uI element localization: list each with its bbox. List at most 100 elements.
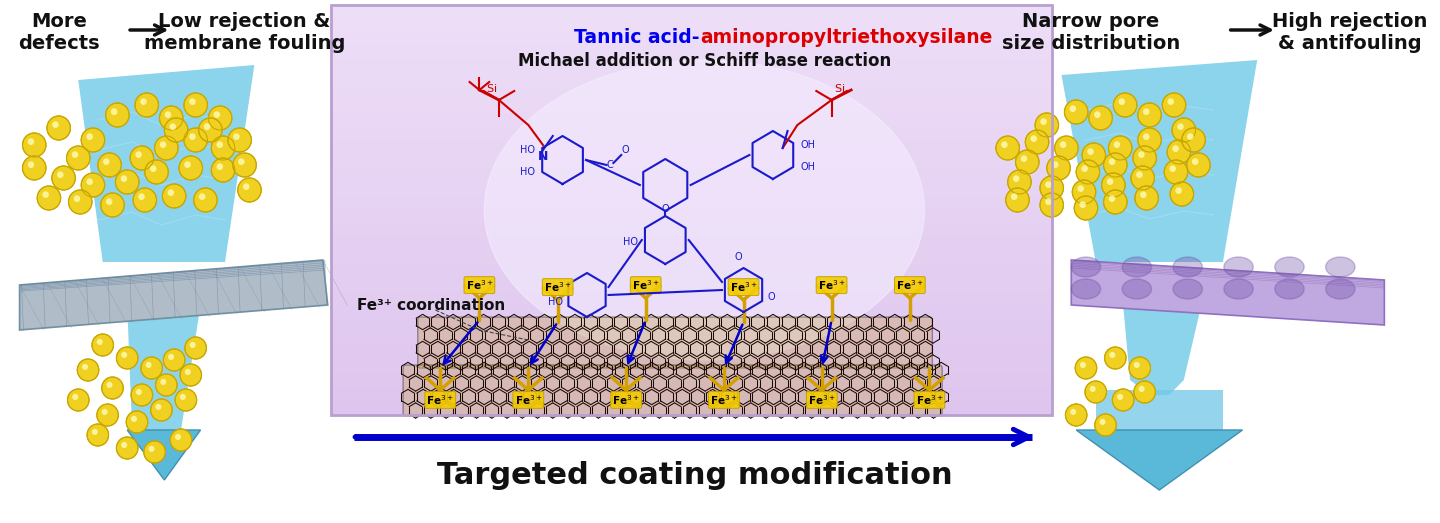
Circle shape — [137, 153, 147, 163]
Circle shape — [1109, 195, 1122, 209]
Circle shape — [170, 116, 173, 120]
Circle shape — [233, 133, 239, 140]
Circle shape — [1172, 103, 1175, 107]
Circle shape — [71, 150, 86, 166]
Circle shape — [130, 146, 154, 170]
Circle shape — [1178, 150, 1181, 154]
Circle shape — [200, 195, 210, 205]
Bar — [331, 265, 1051, 278]
Circle shape — [1017, 178, 1022, 186]
Circle shape — [60, 175, 66, 181]
Circle shape — [1064, 100, 1087, 124]
Circle shape — [170, 429, 192, 451]
Circle shape — [1112, 183, 1115, 187]
Text: Fe$^{3+}$: Fe$^{3+}$ — [514, 393, 541, 407]
Circle shape — [92, 334, 114, 356]
Circle shape — [180, 438, 183, 441]
Circle shape — [98, 153, 121, 177]
Polygon shape — [78, 65, 255, 262]
Circle shape — [92, 429, 104, 441]
Circle shape — [1138, 103, 1161, 127]
Bar — [331, 183, 1051, 196]
Circle shape — [1112, 199, 1119, 206]
Circle shape — [1007, 146, 1009, 150]
Bar — [331, 169, 1051, 183]
Text: Fe$^{3+}$: Fe$^{3+}$ — [632, 278, 660, 292]
Circle shape — [1139, 105, 1159, 126]
Circle shape — [1139, 153, 1149, 163]
Circle shape — [194, 188, 217, 212]
Circle shape — [1017, 152, 1037, 172]
Circle shape — [1102, 420, 1110, 430]
Circle shape — [1145, 110, 1155, 120]
Circle shape — [154, 402, 168, 418]
Circle shape — [220, 144, 226, 152]
Circle shape — [1135, 186, 1158, 210]
Ellipse shape — [1274, 279, 1305, 299]
Circle shape — [75, 397, 81, 403]
Circle shape — [233, 153, 256, 177]
Circle shape — [104, 197, 121, 213]
Circle shape — [130, 146, 154, 170]
Circle shape — [186, 95, 206, 115]
Circle shape — [1112, 389, 1133, 411]
Circle shape — [1012, 195, 1022, 205]
Circle shape — [27, 138, 40, 152]
Circle shape — [27, 138, 35, 145]
Circle shape — [1116, 392, 1130, 408]
Circle shape — [62, 176, 65, 180]
Circle shape — [1130, 166, 1155, 190]
Circle shape — [66, 146, 91, 170]
Circle shape — [1008, 170, 1031, 194]
Circle shape — [228, 128, 252, 152]
Circle shape — [1119, 98, 1125, 105]
Circle shape — [138, 96, 156, 113]
Circle shape — [1140, 191, 1153, 205]
Bar — [331, 347, 1051, 360]
Circle shape — [219, 116, 222, 120]
Circle shape — [1138, 151, 1145, 158]
Circle shape — [1079, 360, 1093, 376]
Circle shape — [189, 133, 203, 147]
Circle shape — [1060, 141, 1073, 155]
Circle shape — [111, 203, 114, 207]
Circle shape — [107, 198, 112, 205]
Circle shape — [212, 136, 235, 160]
Circle shape — [73, 153, 84, 163]
Circle shape — [161, 143, 171, 153]
Circle shape — [1135, 363, 1145, 373]
Ellipse shape — [1122, 279, 1152, 299]
Circle shape — [131, 384, 153, 406]
Circle shape — [82, 364, 88, 370]
Circle shape — [1057, 166, 1060, 170]
Circle shape — [199, 194, 206, 200]
Circle shape — [24, 135, 45, 155]
Circle shape — [1015, 150, 1040, 174]
Circle shape — [176, 434, 181, 440]
Text: C: C — [606, 160, 613, 170]
Circle shape — [68, 389, 89, 411]
Circle shape — [1143, 133, 1149, 140]
Circle shape — [1018, 180, 1021, 184]
Circle shape — [167, 189, 174, 196]
Circle shape — [163, 184, 186, 208]
Circle shape — [135, 151, 143, 158]
Circle shape — [1171, 101, 1178, 108]
Circle shape — [1184, 130, 1204, 150]
Circle shape — [1119, 98, 1132, 112]
Circle shape — [1061, 143, 1071, 153]
Circle shape — [1189, 156, 1207, 174]
Circle shape — [1054, 136, 1079, 160]
Circle shape — [235, 135, 245, 145]
Circle shape — [122, 177, 132, 187]
Circle shape — [135, 190, 156, 210]
Circle shape — [1071, 410, 1081, 420]
Circle shape — [1084, 168, 1092, 175]
Circle shape — [81, 362, 95, 378]
Circle shape — [189, 98, 196, 105]
Circle shape — [1120, 100, 1130, 110]
Circle shape — [1008, 190, 1028, 210]
Circle shape — [1080, 189, 1087, 196]
Circle shape — [173, 432, 189, 448]
Circle shape — [98, 153, 121, 177]
